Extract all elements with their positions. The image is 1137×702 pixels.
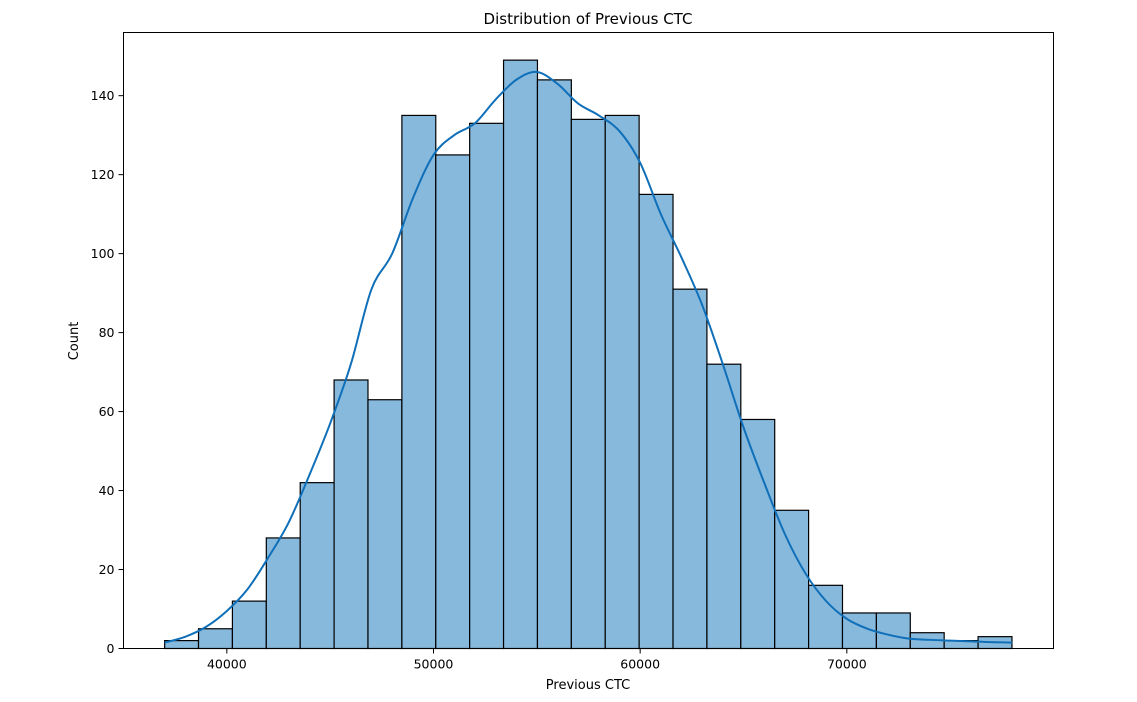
y-tick-label: 120 xyxy=(91,167,115,182)
x-axis-label: Previous CTC xyxy=(546,678,630,693)
histogram-bar xyxy=(604,114,640,650)
histogram-bar xyxy=(875,612,911,650)
histogram-bar xyxy=(231,600,267,650)
y-axis-label: Count xyxy=(67,322,82,361)
histogram-bar xyxy=(672,288,708,650)
histogram-bar xyxy=(570,118,606,650)
histogram-bar xyxy=(333,379,369,650)
x-tick-label: 50000 xyxy=(414,657,454,672)
histogram-bar xyxy=(774,509,810,650)
x-tick-label: 70000 xyxy=(827,657,867,672)
histogram-bar xyxy=(435,154,471,650)
histogram-bar xyxy=(197,628,234,650)
histogram-bar xyxy=(638,193,674,650)
histogram-bar xyxy=(401,114,437,650)
y-axis: 0 20 40 60 80 100 120 140 xyxy=(91,88,124,656)
histogram-bar xyxy=(740,418,776,650)
histogram-bar xyxy=(367,399,403,650)
x-tick-label: 40000 xyxy=(207,657,247,672)
histogram-bar xyxy=(807,584,844,650)
y-tick-label: 0 xyxy=(107,641,115,656)
y-tick-label: 100 xyxy=(91,246,115,261)
histogram-bar xyxy=(502,59,539,650)
y-tick-label: 40 xyxy=(99,483,115,498)
plot-frame xyxy=(123,32,1054,649)
histogram-bar xyxy=(536,79,572,650)
histogram-bar xyxy=(299,482,335,650)
histogram-bar xyxy=(265,537,301,650)
x-tick-label: 60000 xyxy=(620,657,660,672)
y-tick-label: 60 xyxy=(99,404,115,419)
y-tick-label: 20 xyxy=(99,562,115,577)
kde-curve xyxy=(164,70,1013,644)
histogram-bar xyxy=(469,122,505,650)
bars-group xyxy=(164,59,1013,650)
x-axis: 40000 50000 60000 70000 xyxy=(207,648,867,672)
chart-title: Distribution of Previous CTC xyxy=(484,10,693,28)
y-tick-label: 80 xyxy=(99,325,115,340)
y-tick-label: 140 xyxy=(91,88,115,103)
